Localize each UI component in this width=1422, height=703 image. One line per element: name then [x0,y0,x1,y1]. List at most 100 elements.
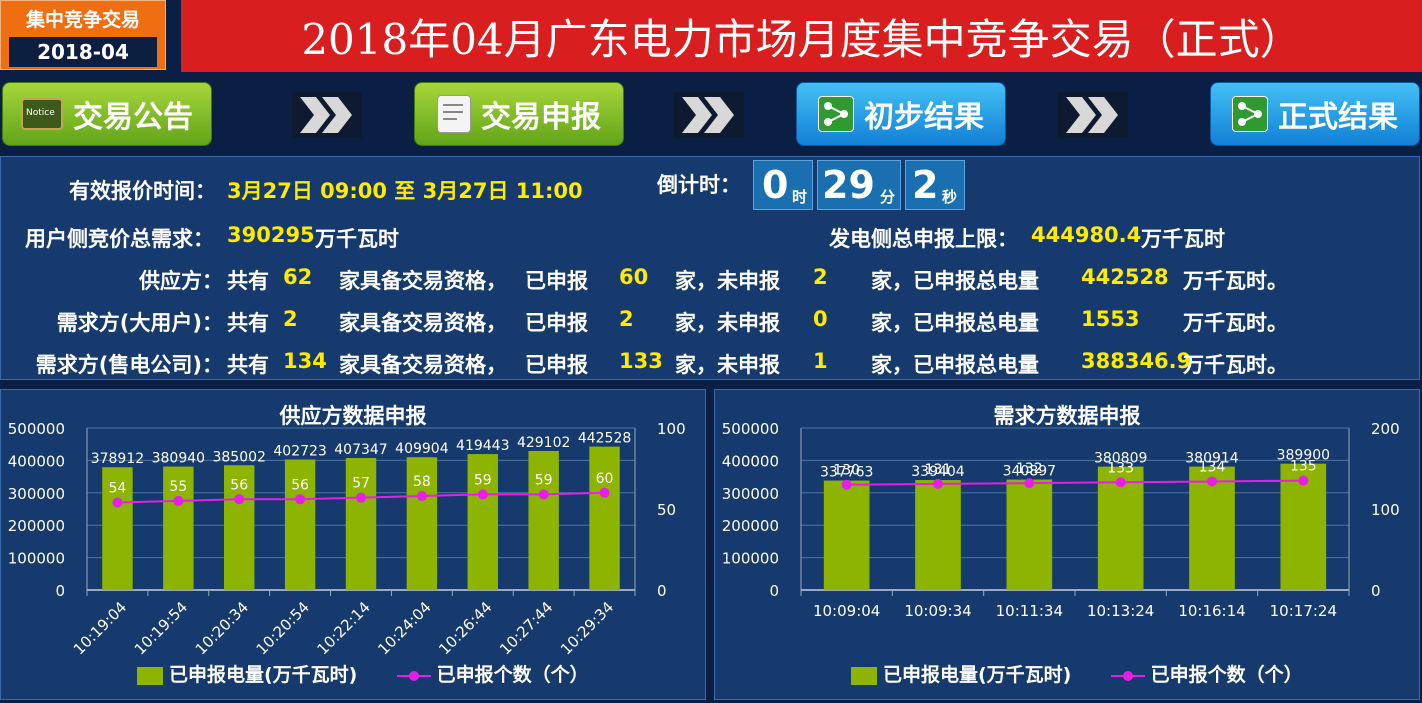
quote-time-value: 3月27日 09:00 至 3月27日 11:00 [227,179,583,203]
bar [345,458,377,590]
count-point [112,497,123,508]
count-point [356,492,366,503]
row-label: 需求方(大用户)： [56,311,223,335]
y-tick-label: 500000 [722,420,779,438]
bar-value-label: 442528 [578,431,631,447]
chevron-right-icon [674,92,744,138]
text-undeclared: 家，未申报 [675,311,780,335]
badge-date: 2018-04 [9,37,157,67]
chart-legend: 已申报电量(万千瓦时) 已申报个数（个） [851,660,1303,687]
x-tick-label: 10:09:34 [904,602,971,620]
count-value-label: 133 [1107,460,1134,476]
bar-value-label: 380809 [1094,451,1147,467]
row-energy: 1553 [1081,307,1140,331]
row-label: 供应方： [139,269,223,293]
x-tick-label: 10:19:04 [70,598,130,658]
info-panel: 有效报价时间： 3月27日 09:00 至 3月27日 11:00 倒计时： 0… [0,156,1420,380]
supplier-chart: 0 100000 200000 300000 400000 500000 0 50 100 378… [8,420,686,658]
text-undeclared: 家，未申报 [675,269,780,293]
bar-value-label: 337763 [820,465,873,481]
count-value-label: 131 [925,462,952,478]
row-declared: 133 [619,349,663,373]
countdown-label: 倒计时： [657,173,741,197]
text-qualified: 家具备交易资格， [339,353,507,377]
bar [102,467,133,590]
y-tick-label: 200000 [722,517,779,535]
app-badge: 集中竞争交易 2018-04 [0,0,166,70]
row-total: 62 [283,265,313,289]
text-declared: 已申报 [525,311,588,335]
row-total: 134 [283,349,327,373]
y-tick-label: 100000 [722,550,779,568]
x-tick-label: 10:27:44 [496,598,556,658]
legend-line-label: 已申报个数（个） [436,664,589,686]
count-line [846,479,1304,486]
y2-tick-label: 0 [657,582,667,600]
y-tick-label: 300000 [722,485,779,503]
step-button-final-result[interactable]: 正式结果 [1210,82,1420,146]
row-undeclared: 1 [813,349,828,373]
step-button-preliminary-result[interactable]: 初步结果 [796,82,1006,146]
step-button-announcement[interactable]: Notice 交易公告 [2,82,212,146]
y-tick-label: 0 [769,582,779,600]
count-point [841,479,852,490]
count-point [295,494,306,505]
step-bar: Notice 交易公告 交易申报 初步结果 正式结果 [0,76,1422,150]
y2-tick-label: 200 [1371,420,1400,438]
row-energy: 442528 [1081,265,1169,289]
user-demand-value: 390295 [227,223,315,247]
y-tick-label: 100000 [8,550,65,568]
x-tick-label: 10:29:34 [557,598,617,658]
bar-value-label: 402723 [273,444,326,460]
demand-chart: 0 100000 200000 300000 400000 500000 0 100 200 33… [722,420,1400,620]
count-value-label: 59 [535,472,553,488]
text-undeclared: 家，未申报 [675,353,780,377]
countdown-minutes-value: 29 [822,163,875,207]
countdown-hours-unit: 时 [792,188,808,206]
legend-line-swatch [396,667,431,685]
text-total-energy: 家，已申报总电量 [871,311,1039,335]
countdown-minutes: 29 分 [817,160,901,210]
count-value-label: 59 [474,472,492,488]
chevron-right-icon [1058,92,1128,138]
text-total: 共有 [227,311,269,335]
count-value-label: 54 [109,481,127,497]
bar-value-label: 419443 [456,438,509,454]
y2-tick-label: 50 [657,501,676,519]
count-value-label: 56 [230,477,248,493]
bar-value-label: 385002 [212,449,265,465]
count-value-label: 57 [352,476,370,492]
page-title: 2018年04月广东电力市场月度集中竞争交易（正式） [301,15,1302,64]
bar [528,450,559,590]
gen-limit-label: 发电侧总申报上限： [829,227,1018,251]
y-tick-label: 0 [55,582,65,600]
gen-limit-value: 444980.4 [1031,223,1142,247]
legend-bar-swatch [137,666,163,685]
gen-limit-unit: 万千瓦时 [1141,227,1225,251]
step-label: 正式结果 [1278,100,1398,135]
bar-value-label: 407347 [334,442,387,458]
countdown-minutes-unit: 分 [880,188,896,206]
count-point [538,489,549,500]
step-button-declaration[interactable]: 交易申报 [414,82,624,146]
bar [406,457,438,590]
bar [915,480,961,590]
y-tick-label: 400000 [722,452,779,470]
countdown-seconds: 2 秒 [905,160,965,210]
x-tick-label: 10:11:34 [996,602,1063,620]
y-tick-label: 500000 [8,420,65,438]
bar-value-label: 339404 [911,464,965,480]
edit-document-icon [437,95,471,133]
legend-line-label: 已申报个数（个） [1150,664,1303,686]
countdown-hours-value: 0 [762,163,789,207]
count-point [1298,475,1309,486]
text-total: 共有 [227,353,269,377]
y-tick-label: 200000 [8,517,65,535]
countdown-seconds-value: 2 [912,163,939,207]
x-tick-label: 10:26:44 [435,598,495,658]
text-unit-end: 万千瓦时。 [1183,353,1288,377]
user-demand-unit: 万千瓦时 [315,227,399,251]
row-declared: 60 [619,265,649,289]
count-point [477,489,488,500]
row-declared: 2 [619,307,634,331]
